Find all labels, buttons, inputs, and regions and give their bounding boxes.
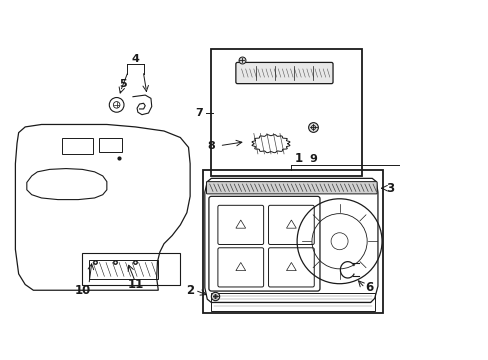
- FancyBboxPatch shape: [235, 62, 332, 84]
- Text: 3: 3: [386, 182, 393, 195]
- Bar: [82, 253, 180, 284]
- Text: 4: 4: [131, 54, 139, 64]
- Text: 11: 11: [127, 278, 143, 291]
- Bar: [203, 170, 382, 313]
- Bar: [62, 138, 93, 154]
- Text: 9: 9: [309, 154, 317, 164]
- FancyBboxPatch shape: [206, 182, 376, 194]
- Text: 1: 1: [486, 161, 488, 174]
- Text: 1: 1: [294, 152, 302, 165]
- Bar: [89, 260, 158, 279]
- Text: 6: 6: [365, 281, 373, 294]
- Text: 10: 10: [74, 284, 90, 297]
- Text: 7: 7: [195, 108, 203, 118]
- Text: 8: 8: [207, 141, 215, 151]
- Bar: [211, 293, 374, 311]
- Text: 5: 5: [119, 78, 127, 89]
- Bar: [99, 138, 122, 152]
- Text: 2: 2: [186, 284, 194, 297]
- Bar: [211, 49, 362, 176]
